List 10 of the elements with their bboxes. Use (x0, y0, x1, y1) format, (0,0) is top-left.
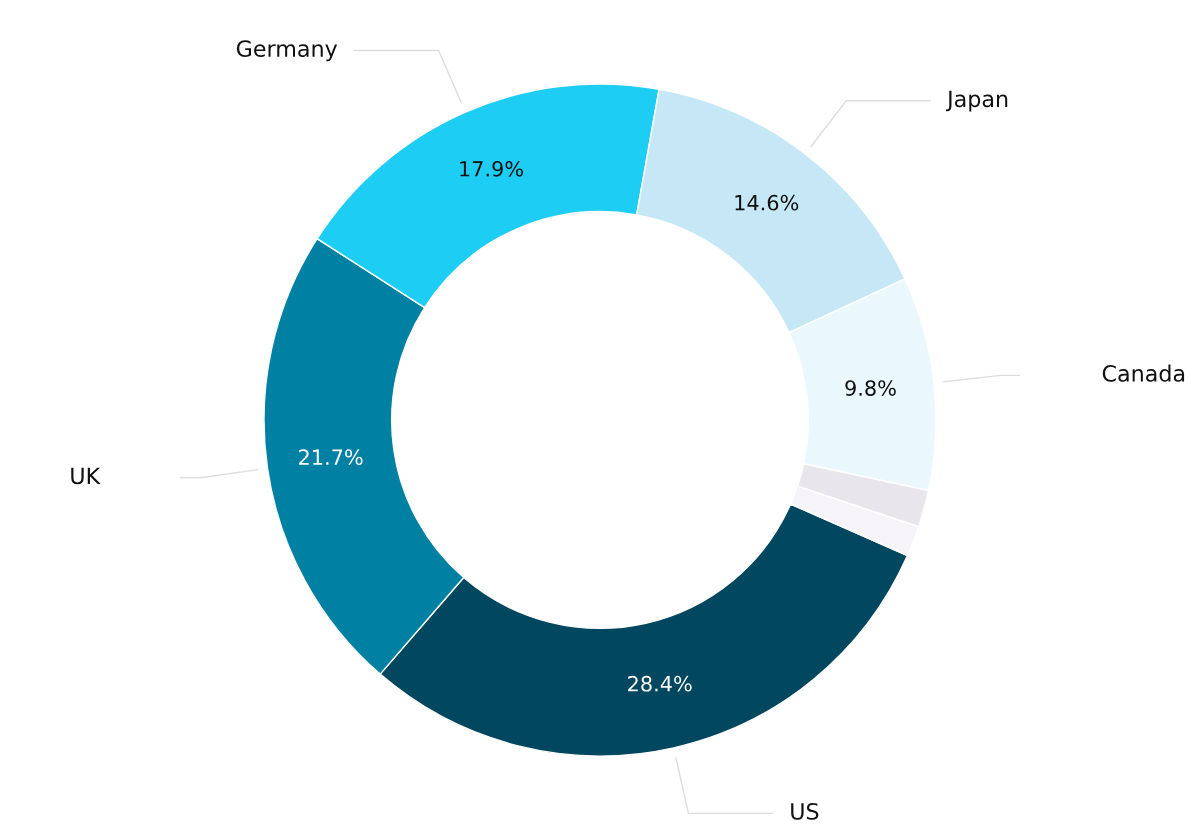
data-label: 9.8% (845, 380, 896, 396)
slice-label: Canada (1102, 364, 1185, 382)
slice-label: Japan (945, 90, 1008, 112)
data-label: 14.6% (735, 194, 799, 211)
slice-label: UK (71, 467, 101, 485)
slice-label: US (791, 803, 819, 820)
data-label: 17.9% (460, 160, 523, 177)
data-label: 28.4% (628, 675, 692, 692)
data-label: 21.7% (299, 449, 363, 466)
slice-label: Germany (236, 40, 338, 62)
